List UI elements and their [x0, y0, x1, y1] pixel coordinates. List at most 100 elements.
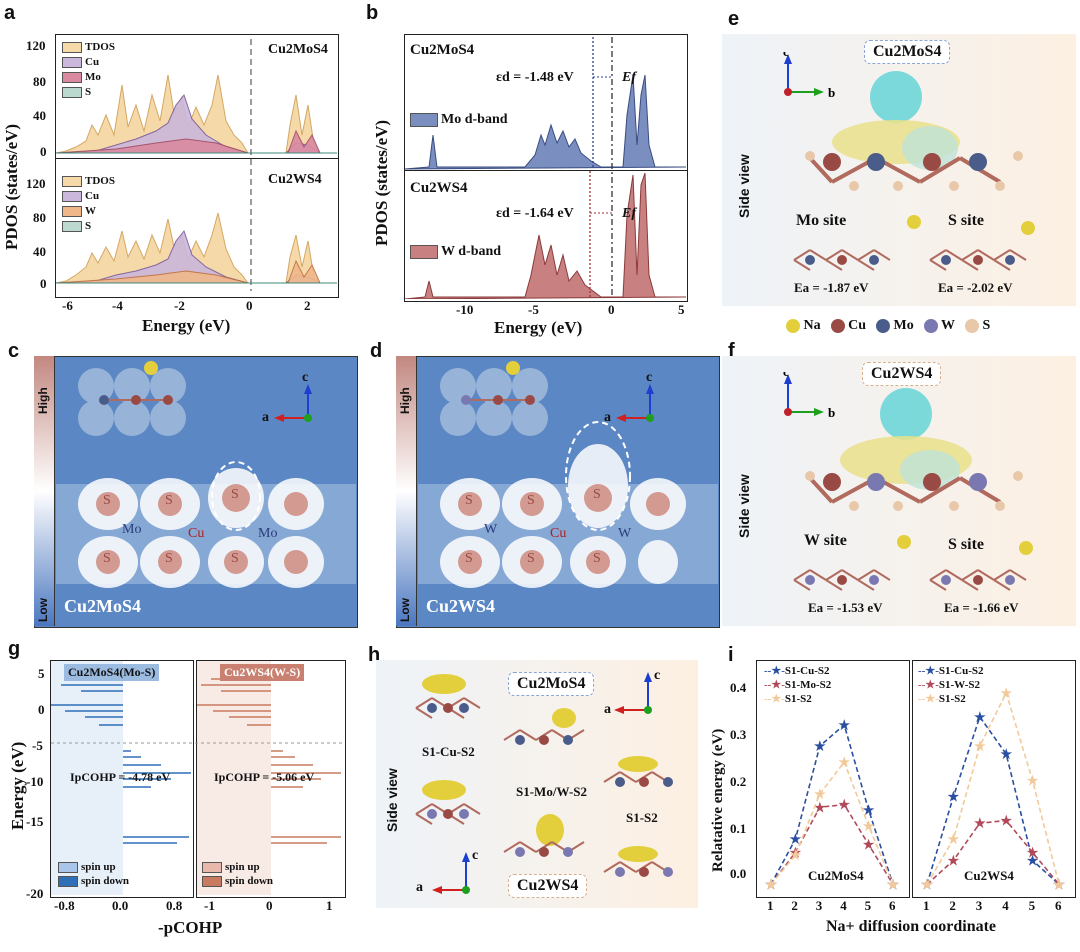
- panel-a-bottom-compound: Cu2WS4: [268, 172, 322, 187]
- series-line-2: [926, 690, 1060, 885]
- panel-d-high: High: [398, 387, 412, 414]
- panel-label-a: a: [4, 2, 16, 24]
- a-xtick: 2: [304, 298, 311, 313]
- g-ytick: -20: [26, 886, 44, 901]
- h-structure-5: [603, 756, 673, 787]
- s-site-lattice: [929, 249, 1027, 271]
- panel-g-left-icohp: IpCOHP = -4.78 eV: [70, 770, 171, 784]
- w-site-lattice: [793, 569, 891, 591]
- panel-f-side-view: Side view: [736, 474, 752, 538]
- i-xtick: 6: [889, 898, 896, 913]
- panel-d-formula: Cu2WS4: [426, 596, 496, 616]
- panel-label-g: g: [8, 638, 21, 660]
- panel-c-axis-c: c: [302, 370, 309, 385]
- series-point: ★: [999, 747, 1012, 763]
- panel-f-ea1: Ea = -1.53 eV: [808, 600, 883, 615]
- g-xtick: 0: [266, 898, 273, 913]
- panel-i-left-title: Cu2MoS4: [808, 868, 864, 883]
- panel-f-structure: c b: [783, 372, 1033, 591]
- panel-b-bottom-ef: Ef: [622, 206, 636, 221]
- i-ytick: 0.4: [730, 680, 747, 695]
- g-xtick: 1: [326, 898, 333, 913]
- panel-c-atom-s: S: [231, 551, 239, 566]
- panel-b-top-compound: Cu2MoS4: [410, 42, 475, 58]
- g-ytick: -10: [26, 774, 44, 789]
- panel-c-atom-s: S: [103, 493, 111, 508]
- legend-series-name: S1-W-S2: [938, 679, 981, 691]
- g-xtick: -0.8: [54, 898, 75, 913]
- i-xtick: 5: [1028, 898, 1036, 913]
- a-ylabel: PDOS (states/eV): [2, 123, 21, 250]
- a-ytick: 120: [26, 38, 46, 53]
- g-ylabel: Energy (eV): [8, 741, 27, 830]
- panel-h-axis-a-bot: a: [416, 880, 423, 895]
- series-point: ★: [862, 803, 875, 819]
- panel-h-path1: S1-Cu-S2: [422, 744, 475, 759]
- b-xtick: -5: [528, 302, 539, 317]
- panel-d-axis-a: a: [604, 410, 611, 425]
- panel-label-b: b: [366, 2, 379, 24]
- axis-c: c: [783, 372, 789, 379]
- series-point: ★: [862, 837, 875, 853]
- series-point: ★: [886, 877, 899, 893]
- i-xtick: 3: [975, 898, 983, 913]
- panel-f-ea2: Ea = -1.66 eV: [944, 600, 1019, 615]
- panel-e-side-view: Side view: [736, 154, 752, 218]
- panel-h-axis-a-top: a: [604, 702, 611, 717]
- h-structure-4: [503, 814, 585, 857]
- panel-c-atom-mo: Mo: [258, 526, 278, 541]
- i-xtick: 1: [923, 898, 930, 913]
- h-structure-3: [503, 708, 585, 745]
- g-xtick: 0.0: [112, 898, 129, 913]
- b-xtick: 0: [608, 302, 615, 317]
- series-point: ★: [947, 832, 960, 848]
- i-ytick: 0.2: [730, 774, 747, 789]
- series-point: ★: [813, 787, 826, 803]
- g-ytick: 5: [38, 666, 45, 681]
- panel-f-formula: Cu2WS4: [862, 362, 942, 386]
- b-xlabel: Energy (eV): [494, 318, 583, 337]
- panel-d-axis-c: c: [646, 370, 653, 385]
- panel-f-site2: S site: [948, 536, 984, 553]
- panel-i-left-frame: [756, 660, 910, 898]
- panel-label-e: e: [728, 8, 740, 30]
- panel-e-site1: Mo site: [796, 212, 847, 229]
- series-point: ★: [947, 853, 960, 869]
- i-xtick: 2: [949, 898, 956, 913]
- panel-c-atom-cu: Cu: [188, 526, 205, 541]
- legend-series-name: S1-S2: [784, 693, 812, 705]
- a-xtick: -4: [112, 298, 123, 313]
- panel-i-chart: ★★★★★★★★★ ★★★★★★★★★ ★★★★★★★★★ ★★★★★★★★★: [764, 686, 1065, 894]
- g-xtick: -1: [204, 898, 215, 913]
- series-point: ★: [837, 755, 850, 771]
- series-point: ★: [1052, 877, 1065, 893]
- panel-h-bottom-formula: Cu2WS4: [508, 874, 588, 898]
- series-point: ★: [1052, 877, 1065, 893]
- series-point: ★: [999, 814, 1012, 830]
- i-left-plot: ★★★★★★★★★ ★★★★★★★★★: [764, 718, 899, 894]
- panel-d-atom-s: S: [527, 551, 535, 566]
- panel-i-right-legend: --★-S1-Cu-S2 --★-S1-W-S2 --★-S1-S2: [918, 665, 984, 705]
- g-xtick: 0.8: [166, 898, 183, 913]
- h-structure-6: [603, 846, 673, 877]
- b-ylabel: PDOS (states/eV): [372, 119, 391, 246]
- panel-d-low: Low: [398, 598, 412, 622]
- i-xlabel: Na+ diffusion coordinate: [826, 918, 997, 935]
- panel-c-atom-mo: Mo: [122, 522, 142, 537]
- g-ytick: 0: [38, 702, 45, 717]
- panel-b-dband-plot: [405, 37, 686, 299]
- panel-g-right-icohp: IpCOHP = -5.06 eV: [214, 770, 315, 784]
- panel-e-site2: S site: [948, 212, 984, 229]
- legend-series-name: S1-S2: [938, 693, 966, 705]
- series-point: ★: [920, 877, 933, 893]
- i-ytick: 0.0: [730, 866, 747, 881]
- panel-i-right-title: Cu2WS4: [964, 868, 1014, 883]
- a-xlabel: Energy (eV): [142, 316, 231, 335]
- legend-series-name: S1-Cu-S2: [784, 665, 830, 677]
- h-structure-2: [415, 780, 481, 825]
- panel-a-legend-top: TDOS Cu Mo S: [62, 40, 115, 100]
- panel-b-legend-mo: Mo d-band: [410, 112, 508, 128]
- panel-b-top-epsilon: εd = -1.48 eV: [496, 70, 574, 85]
- panel-b-legend-w: W d-band: [410, 244, 501, 260]
- panel-d-atom-s: S: [465, 551, 473, 566]
